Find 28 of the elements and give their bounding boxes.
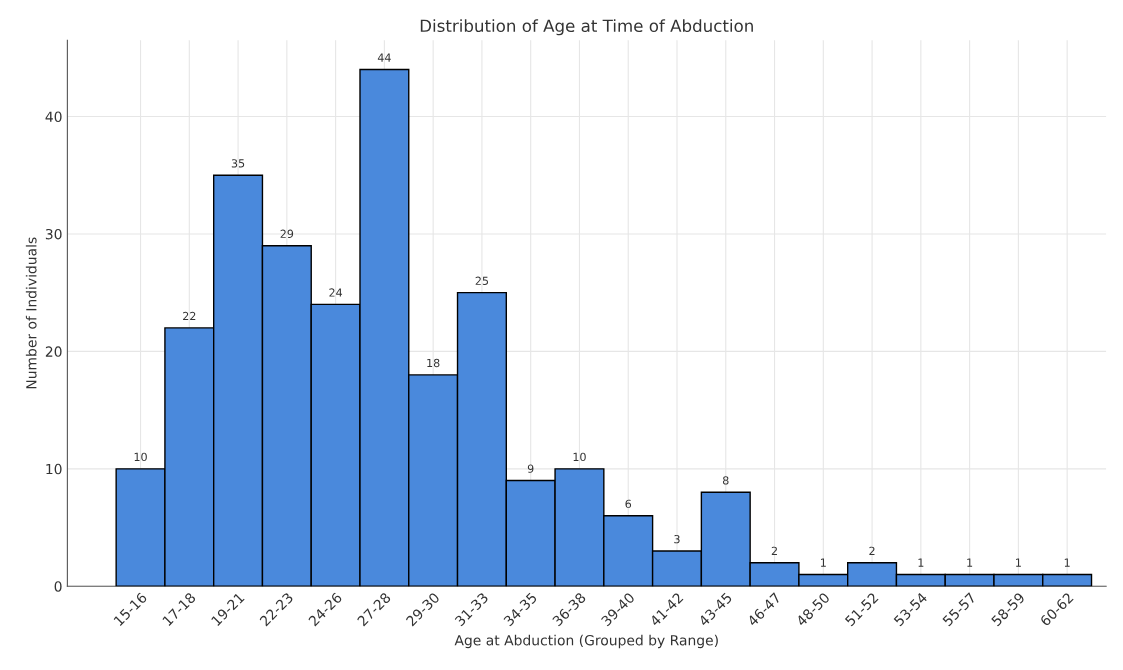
data-label: 3 bbox=[674, 534, 680, 544]
data-label: 1 bbox=[918, 558, 924, 567]
data-label: 35 bbox=[231, 159, 245, 168]
data-label: 1 bbox=[1064, 558, 1070, 567]
data-label: 1 bbox=[1016, 558, 1021, 567]
data-label: 10 bbox=[573, 452, 586, 462]
data-label: 24 bbox=[329, 288, 343, 297]
y-tick-label: 30 bbox=[45, 228, 62, 240]
data-label: 1 bbox=[820, 558, 826, 567]
data-label: 25 bbox=[475, 276, 489, 285]
data-label: 2 bbox=[771, 546, 777, 555]
data-label: 29 bbox=[280, 229, 294, 238]
y-tick-label: 20 bbox=[45, 346, 62, 357]
data-label: 10 bbox=[134, 452, 147, 462]
data-label: 22 bbox=[183, 311, 196, 321]
y-tick-label: 10 bbox=[46, 463, 62, 475]
y-tick-label: 0 bbox=[54, 581, 62, 592]
data-label: 44 bbox=[377, 53, 391, 62]
x-axis-title: Age at Abduction (Grouped by Range) bbox=[454, 634, 718, 649]
chart-title: Distribution of Age at Time of Abduction bbox=[420, 19, 753, 36]
data-label: 8 bbox=[722, 476, 729, 485]
data-label: 6 bbox=[625, 499, 632, 509]
data-label: 1 bbox=[967, 558, 973, 567]
y-tick-label: 40 bbox=[45, 111, 62, 122]
data-label: 2 bbox=[869, 546, 875, 555]
data-label: 9 bbox=[527, 464, 534, 473]
data-label: 18 bbox=[427, 358, 440, 368]
y-axis-title: Number of Individuals bbox=[25, 237, 37, 389]
